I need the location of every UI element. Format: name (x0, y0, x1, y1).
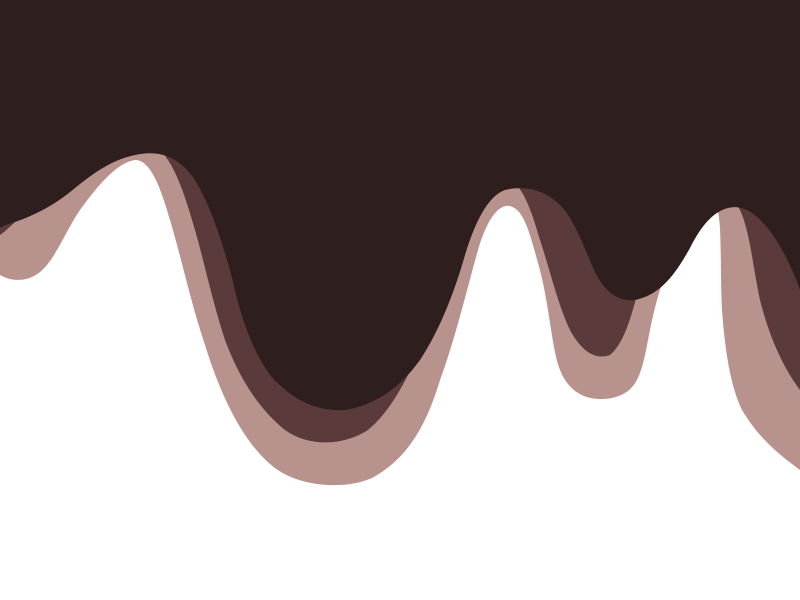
core-drip-layer (0, 0, 800, 411)
